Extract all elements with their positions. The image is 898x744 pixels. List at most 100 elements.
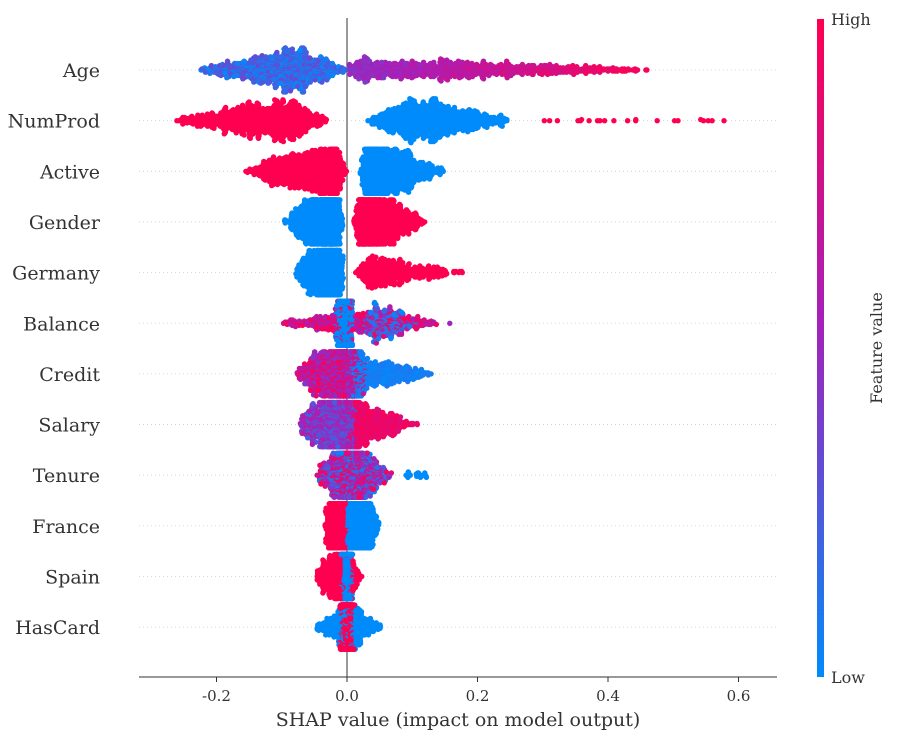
shap-point bbox=[591, 69, 597, 75]
shap-point bbox=[224, 110, 230, 116]
shap-point bbox=[544, 70, 550, 77]
shap-point bbox=[438, 78, 444, 84]
shap-point bbox=[224, 75, 230, 81]
shap-point bbox=[329, 60, 336, 67]
shap-point bbox=[440, 63, 446, 70]
shap-point bbox=[469, 60, 475, 67]
shap-point bbox=[255, 135, 262, 141]
shap-point bbox=[586, 118, 592, 124]
shap-point bbox=[289, 136, 295, 143]
shap-point bbox=[356, 76, 362, 82]
shap-point bbox=[241, 58, 247, 64]
shap-point bbox=[431, 59, 437, 65]
shap-point bbox=[654, 118, 660, 124]
beeswarm-row-age bbox=[198, 45, 650, 95]
shap-point bbox=[426, 104, 432, 111]
shap-point bbox=[240, 76, 246, 82]
shap-point bbox=[189, 113, 195, 120]
shap-point bbox=[554, 118, 561, 124]
shap-point bbox=[230, 107, 236, 113]
shap-point bbox=[698, 116, 704, 123]
shap-point bbox=[557, 69, 564, 75]
shap-point bbox=[341, 66, 347, 72]
shap-point bbox=[194, 123, 201, 129]
shap-point bbox=[402, 60, 409, 67]
shap-point bbox=[362, 79, 368, 85]
shap-point bbox=[444, 57, 450, 63]
shap-point bbox=[199, 66, 205, 72]
shap-point bbox=[295, 108, 301, 114]
shap-point bbox=[624, 118, 631, 124]
shap-point bbox=[421, 73, 427, 80]
shap-point bbox=[398, 76, 404, 82]
shap-point bbox=[436, 134, 443, 140]
shap-point bbox=[427, 138, 434, 145]
shap-point bbox=[280, 138, 287, 145]
shap-point bbox=[284, 47, 291, 53]
shap-point bbox=[440, 103, 447, 110]
shap-point bbox=[546, 118, 553, 124]
shap-point bbox=[491, 114, 497, 121]
shap-point bbox=[307, 79, 313, 85]
shap-point bbox=[234, 60, 241, 67]
shap-point bbox=[526, 62, 532, 69]
shap-point bbox=[578, 116, 585, 123]
shap-point bbox=[247, 135, 253, 141]
shap-point bbox=[232, 127, 238, 134]
shap-point bbox=[466, 107, 472, 113]
shap-point bbox=[543, 62, 549, 69]
shap-point bbox=[431, 73, 437, 80]
shap-point bbox=[224, 58, 231, 64]
shap-point bbox=[323, 116, 330, 123]
shap-point bbox=[302, 105, 308, 112]
shap-point bbox=[486, 121, 492, 127]
shap-point bbox=[465, 129, 471, 135]
shap-point bbox=[633, 116, 639, 123]
shap-point bbox=[491, 70, 498, 77]
shap-point bbox=[272, 84, 279, 91]
shap-point bbox=[332, 69, 338, 75]
shap-point bbox=[326, 73, 332, 80]
shap-point bbox=[451, 130, 457, 136]
shap-point bbox=[379, 111, 385, 117]
shap-point bbox=[451, 104, 458, 111]
shap-point bbox=[380, 75, 387, 81]
shap-point bbox=[385, 107, 392, 113]
shap-point bbox=[458, 73, 465, 80]
shap-point bbox=[721, 118, 727, 124]
shap-point bbox=[480, 76, 487, 82]
shap-point bbox=[254, 100, 260, 106]
shap-point bbox=[529, 71, 535, 78]
shap-point bbox=[212, 63, 219, 70]
shap-point bbox=[384, 61, 390, 68]
shap-point bbox=[296, 102, 302, 109]
shap-point bbox=[501, 115, 507, 122]
shap-point bbox=[283, 89, 289, 95]
shap-point bbox=[312, 77, 318, 83]
shap-point bbox=[259, 107, 265, 113]
shap-point bbox=[214, 70, 220, 77]
shap-point bbox=[259, 53, 265, 59]
shap-point bbox=[541, 118, 547, 124]
shap-point bbox=[251, 108, 258, 114]
shap-point bbox=[243, 126, 249, 133]
shap-point bbox=[594, 118, 601, 124]
shap-point bbox=[241, 132, 247, 138]
shap-point bbox=[313, 122, 319, 128]
shap-point bbox=[246, 73, 253, 80]
shap-point bbox=[252, 54, 258, 60]
shap-point bbox=[486, 72, 492, 79]
shap-point bbox=[416, 61, 422, 68]
shap-point bbox=[209, 110, 215, 116]
shap-point bbox=[251, 79, 257, 85]
shap-point bbox=[231, 73, 237, 80]
shap-point bbox=[299, 125, 305, 131]
shap-point bbox=[466, 75, 472, 81]
shap-point bbox=[420, 99, 426, 105]
shap-point bbox=[442, 70, 449, 77]
shap-point bbox=[392, 109, 398, 115]
shap-point bbox=[508, 72, 514, 79]
shap-point bbox=[449, 61, 455, 68]
shap-point bbox=[644, 67, 650, 73]
shap-point bbox=[403, 100, 409, 106]
